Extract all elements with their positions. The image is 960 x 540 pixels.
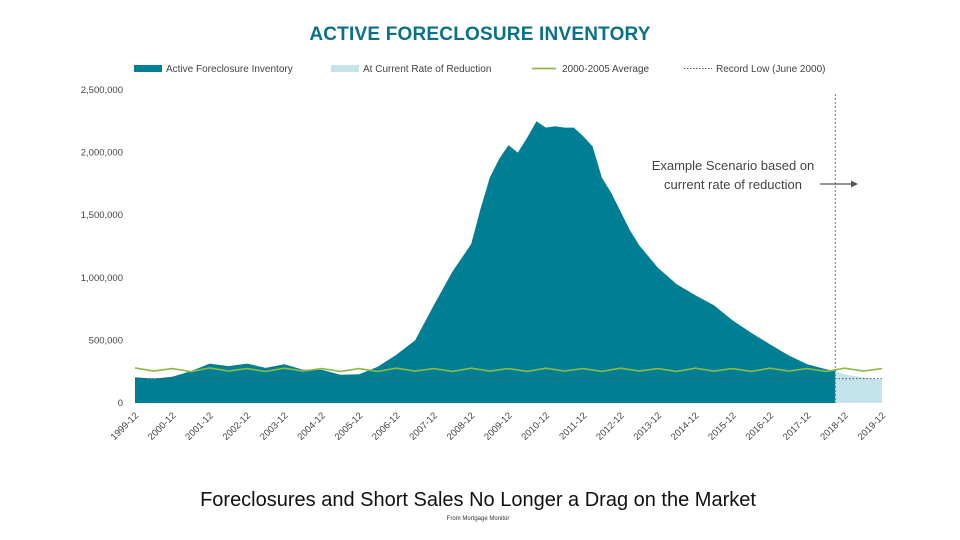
- legend-label: Active Foreclosure Inventory: [166, 64, 293, 75]
- x-tick-label: 2014-12: [669, 410, 701, 442]
- x-tick-label: 2008-12: [445, 410, 477, 442]
- x-tick-label: 2006-12: [370, 410, 402, 442]
- x-tick-label: 2019-12: [856, 410, 888, 442]
- x-tick-label: 2002-12: [221, 410, 253, 442]
- legend-label: At Current Rate of Reduction: [363, 64, 491, 75]
- active-foreclosure-area: [135, 121, 836, 404]
- x-tick-label: 2011-12: [557, 410, 589, 442]
- projected-reduction-area: [835, 371, 882, 403]
- y-tick-label: 1,000,000: [81, 273, 123, 284]
- scenario-annotation-text: Example Scenario based on: [652, 158, 815, 173]
- x-tick-label: 2009-12: [482, 410, 514, 442]
- y-tick-label: 500,000: [89, 335, 123, 346]
- legend-swatch: [331, 65, 359, 72]
- x-tick-label: 2001-12: [183, 410, 215, 442]
- x-tick-label: 2004-12: [295, 410, 327, 442]
- x-tick-label: 2005-12: [333, 410, 365, 442]
- x-tick-label: 2015-12: [706, 410, 738, 442]
- x-tick-label: 2013-12: [632, 410, 664, 442]
- x-tick-label: 1999-12: [109, 410, 141, 442]
- source-note: From Mortgage Monitor: [446, 516, 510, 522]
- x-tick-label: 2017-12: [781, 410, 813, 442]
- x-tick-label: 2016-12: [744, 410, 776, 442]
- scenario-annotation-text: current rate of reduction: [664, 177, 802, 192]
- y-tick-label: 1,500,000: [81, 210, 123, 221]
- legend-label: 2000-2005 Average: [562, 64, 650, 75]
- annotation-arrow-head: [851, 180, 858, 188]
- x-tick-label: 2012-12: [594, 410, 626, 442]
- y-tick-label: 0: [118, 398, 123, 409]
- x-tick-label: 2000-12: [146, 410, 178, 442]
- legend-label: Record Low (June 2000): [716, 64, 826, 75]
- chart-title: ACTIVE FORECLOSURE INVENTORY: [309, 24, 651, 45]
- x-tick-label: 2007-12: [407, 410, 439, 442]
- legend-swatch: [134, 65, 162, 72]
- slide-caption: Foreclosures and Short Sales No Longer a…: [200, 489, 756, 511]
- x-tick-label: 2003-12: [258, 410, 290, 442]
- x-tick-label: 2018-12: [818, 410, 850, 442]
- y-tick-label: 2,500,000: [81, 85, 123, 96]
- average-line: [134, 367, 883, 373]
- y-tick-label: 2,000,000: [81, 148, 123, 159]
- x-tick-label: 2010-12: [520, 410, 552, 442]
